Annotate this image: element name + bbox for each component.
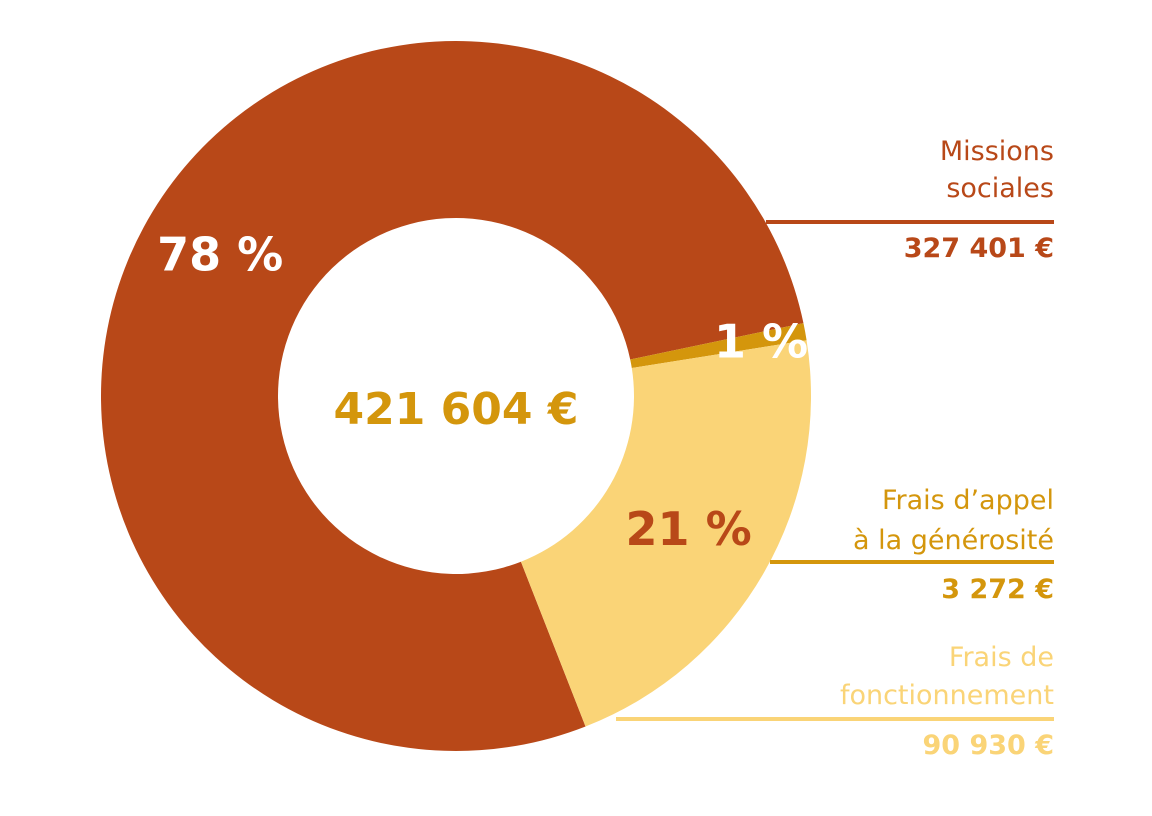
legend-amount-1: 3 272 €: [941, 574, 1054, 605]
donut-slices: [100, 41, 811, 752]
donut-slice-2: [520, 340, 811, 727]
percent-label-0: 78 %: [157, 228, 283, 282]
legend-amount-0: 327 401 €: [904, 233, 1054, 264]
legend-label-1-line-0: Frais d’appel: [882, 485, 1054, 516]
legend-amount-2: 90 930 €: [922, 730, 1054, 761]
leader-lines: [616, 220, 1054, 721]
legend-label-2-line-0: Frais de: [949, 642, 1054, 673]
legend-label-0-line-0: Missions: [940, 136, 1054, 167]
percent-label-1: 1 %: [714, 315, 808, 369]
donut-slice-0: [100, 41, 804, 752]
percent-label-2: 21 %: [626, 502, 752, 556]
donut-slice-1: [630, 323, 807, 369]
total-label: 421 604 €: [334, 384, 579, 435]
legend-label-2-line-1: fonctionnement: [840, 680, 1054, 711]
legend-labels: Missions sociales 327 401 € Frais d’appel à …: [840, 136, 1054, 761]
percent-labels: 78 % 1 % 21 %: [157, 228, 808, 556]
legend-label-0-line-1: sociales: [946, 173, 1054, 204]
legend-label-1-line-1: à la générosité: [853, 525, 1054, 556]
